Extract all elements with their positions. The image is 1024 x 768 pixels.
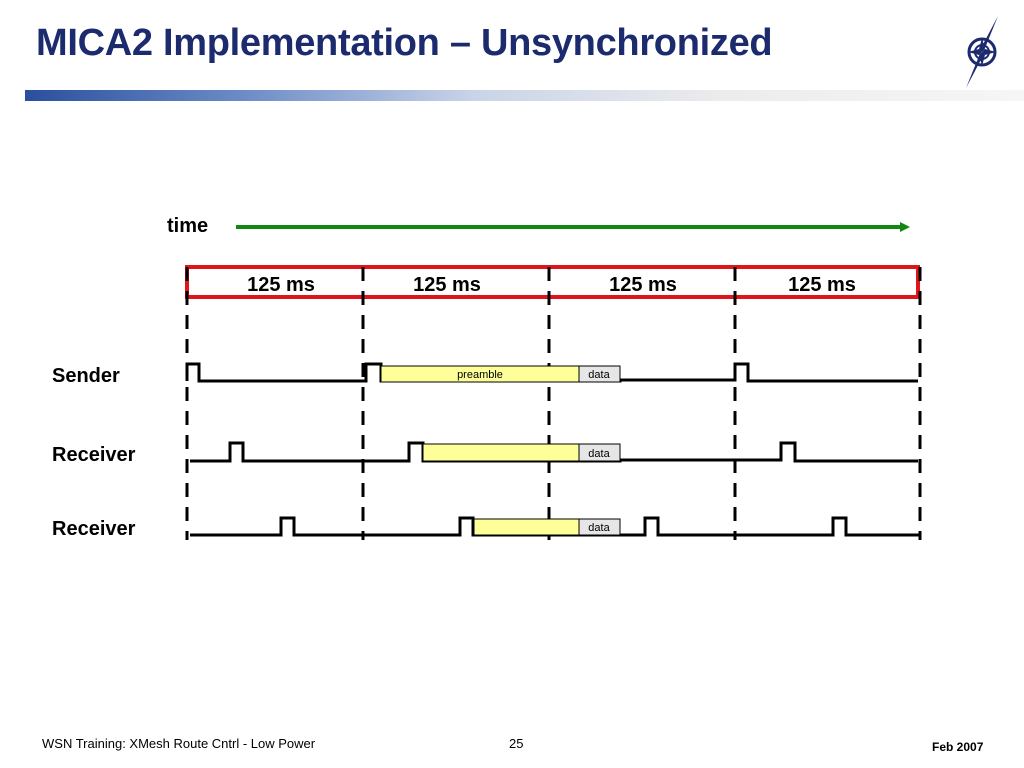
row-label-sender: Sender bbox=[52, 365, 120, 387]
sender-data-label: data bbox=[588, 369, 610, 381]
receiver-1-data-label: data bbox=[588, 448, 610, 460]
receiver-1-data-block bbox=[578, 443, 621, 462]
footer-course-title: WSN Training: XMesh Route Cntrl - Low Po… bbox=[42, 736, 316, 751]
receiver-2-preamble-block bbox=[473, 518, 580, 536]
time-label: time bbox=[167, 215, 208, 237]
interval-label-2: 125 ms bbox=[413, 274, 481, 296]
row-label-receiver-2: Receiver bbox=[52, 518, 136, 540]
receiver-2-data-block bbox=[578, 518, 621, 536]
interval-label-3: 125 ms bbox=[609, 274, 677, 296]
period-boundaries bbox=[185, 267, 922, 540]
period-box bbox=[185, 265, 920, 299]
receiver-1-preamble-block bbox=[422, 443, 580, 462]
sender-preamble-label: preamble bbox=[457, 369, 503, 381]
compass-logo-icon bbox=[966, 16, 998, 88]
title-underline-bar bbox=[25, 90, 1024, 101]
footer-page-number: 25 bbox=[509, 736, 524, 751]
interval-label-4: 125 ms bbox=[788, 274, 856, 296]
row-label-receiver-1: Receiver bbox=[52, 444, 136, 466]
footer-date: Feb 2007 bbox=[932, 740, 984, 754]
sender-data-block bbox=[578, 365, 621, 383]
interval-label-1: 125 ms bbox=[247, 274, 315, 296]
slide-title: MICA2 Implementation – Unsynchronized bbox=[36, 22, 773, 64]
receiver-2-data-label: data bbox=[588, 522, 610, 534]
